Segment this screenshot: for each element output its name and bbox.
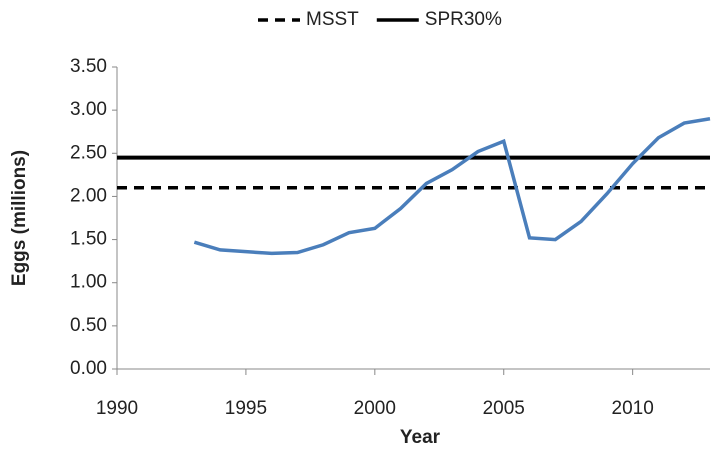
y-tick-label: 2.50: [70, 142, 107, 163]
y-tick-label: 0.00: [70, 358, 107, 379]
x-axis-title: Year: [400, 427, 441, 448]
y-tick-label: 1.50: [70, 229, 107, 250]
x-tick-label: 1990: [96, 398, 138, 419]
y-tick-label: 3.00: [70, 99, 107, 120]
x-tick-label: 2010: [612, 398, 654, 419]
x-tick-label: 2005: [483, 398, 525, 419]
y-tick-label: 3.50: [70, 56, 107, 77]
x-tick-label: 2000: [354, 398, 396, 419]
y-tick-label: 0.50: [70, 315, 107, 336]
y-axis-title: Eggs (millions): [9, 150, 30, 286]
line-series: [193, 117, 711, 256]
y-tick-label: 1.00: [70, 272, 107, 293]
x-tick-label: 1995: [225, 398, 267, 419]
legend-label: MSST: [306, 9, 359, 30]
y-tick-label: 2.00: [70, 185, 107, 206]
legend-label: SPR30%: [425, 9, 502, 30]
